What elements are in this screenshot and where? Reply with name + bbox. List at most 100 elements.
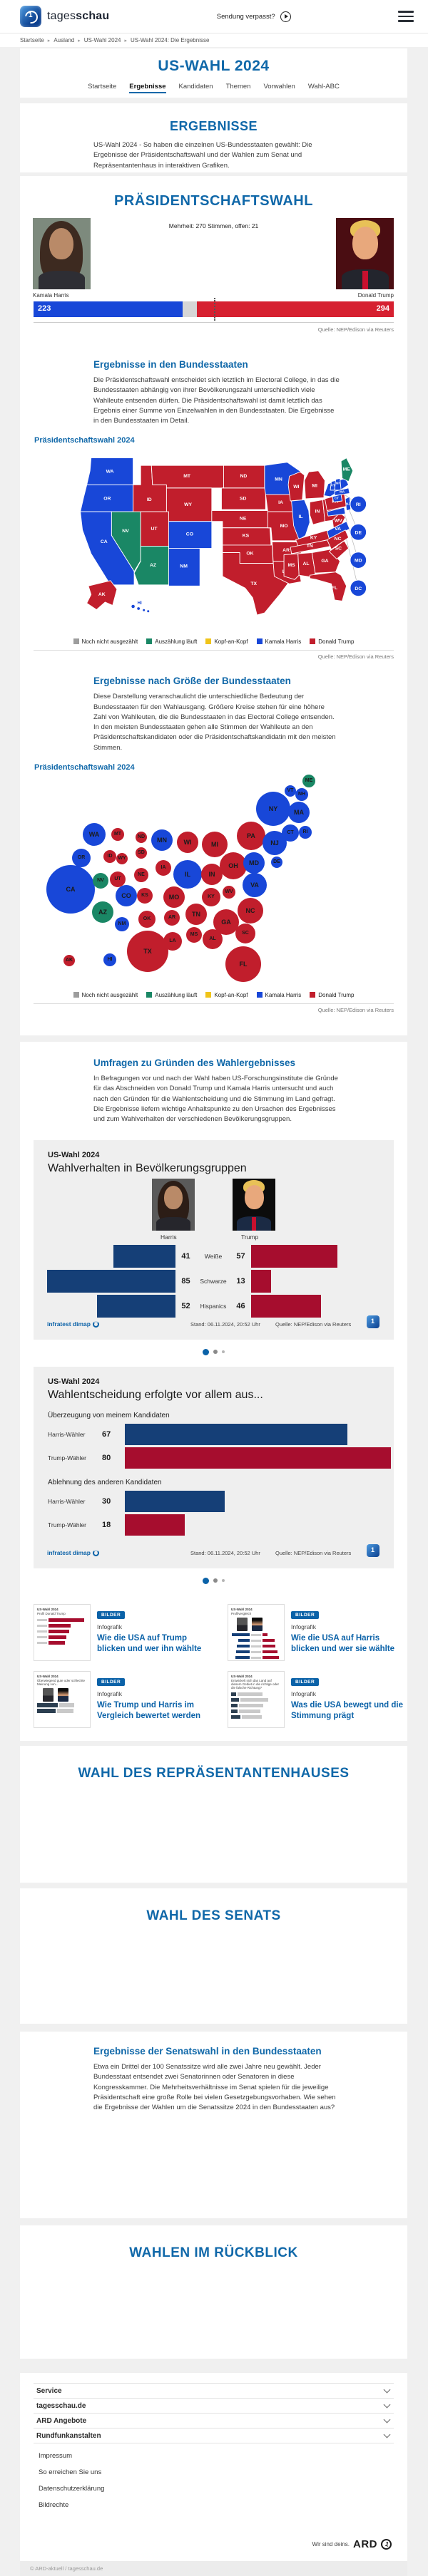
carousel-dot[interactable] [222,1350,225,1354]
bubble-OK[interactable]: OK [138,910,156,928]
footer-accordion-rundfunkanstalten[interactable]: Rundfunkanstalten [34,2428,394,2443]
teaser-headline[interactable]: Was die USA bewegt und die Stimmung präg… [291,1701,403,1721]
bubble-AL[interactable]: AL [203,929,223,949]
state-SC[interactable] [329,540,350,560]
bubble-MO[interactable]: MO [163,886,185,908]
state-AZ[interactable] [133,546,169,586]
footer-accordion-tagesschaude[interactable]: tagesschau.de [34,2399,394,2414]
tab-kandidaten[interactable]: Kandidaten [178,83,213,90]
state-CO[interactable] [168,521,213,549]
bubble-VA[interactable]: VA [243,872,267,897]
teaser-headline[interactable]: Wie Trump und Harris im Vergleich bewert… [97,1701,201,1721]
state-TX[interactable] [222,552,290,616]
bubble-ME[interactable]: ME [302,774,315,787]
bubble-IL[interactable]: IL [173,859,202,889]
state-IL[interactable] [291,500,310,541]
bubble-VT[interactable]: VT [285,785,296,797]
tab-startseite[interactable]: Startseite [88,83,117,90]
footer-link-datenschutzerklrung[interactable]: Datenschutzerklärung [39,2485,105,2493]
breadcrumb-item[interactable]: Startseite [20,37,44,43]
bubble-OH[interactable]: OH [220,852,247,879]
state-HI[interactable] [147,610,150,613]
state-MA[interactable] [334,487,350,497]
state-MD[interactable] [327,507,346,517]
bubble-RI[interactable]: RI [299,825,312,839]
teaser-card[interactable]: US-Wahl 2024 Überwiegend gute oder schlec… [34,1671,213,1729]
bubble-NE[interactable]: NE [134,867,148,882]
state-FL[interactable] [309,571,347,602]
bubble-ND[interactable]: ND [136,831,147,843]
state-HI[interactable] [131,604,135,609]
hamburger-menu-icon[interactable] [398,11,414,22]
bubble-NY[interactable]: NY [256,791,290,826]
bubble-PA[interactable]: PA [237,821,265,850]
state-SD[interactable] [220,487,266,510]
bubble-KY[interactable]: KY [202,887,220,906]
state-MI[interactable] [304,470,325,500]
carousel-dot-active[interactable] [203,1348,209,1355]
bubble-IN[interactable]: IN [201,863,223,885]
tab-wahl-abc[interactable]: Wahl-ABC [307,83,340,90]
teaser-headline[interactable]: Wie die USA auf Harris blicken und wer s… [291,1634,395,1654]
footer-link-soerreichensieuns[interactable]: So erreichen Sie uns [39,2468,102,2476]
breadcrumb-item[interactable]: Ausland [54,37,75,43]
bubble-LA[interactable]: LA [163,931,182,951]
carousel-dot[interactable] [213,1350,218,1355]
teaser-card[interactable]: US-Wahl 2024 Profilvergleich BILDER Infogra… [228,1604,407,1662]
footer-accordion-ardangebote[interactable]: ARD Angebote [34,2414,394,2428]
carousel-dot[interactable] [213,1578,218,1583]
bubble-AZ[interactable]: AZ [92,901,113,923]
bubble-UT[interactable]: UT [110,871,126,887]
teaser-headline[interactable]: Wie die USA auf Trump blicken und wer ih… [97,1634,202,1654]
bubble-NM[interactable]: NM [115,916,129,931]
tab-ergebnisse[interactable]: Ergebnisse [129,83,166,93]
footer-accordion-service[interactable]: Service [34,2384,394,2399]
bubble-DE[interactable]: DE [271,856,282,868]
bubble-MD[interactable]: MD [243,852,265,874]
carousel-dot-active[interactable] [203,1577,209,1584]
bubble-MS[interactable]: MS [186,926,202,943]
bubble-CA[interactable]: CA [46,864,95,914]
bubble-MI[interactable]: MI [202,831,228,857]
footer-link-bildrechte[interactable]: Bildrechte [39,2501,69,2509]
carousel-dot[interactable] [222,1579,225,1583]
bubble-NC[interactable]: NC [238,897,263,924]
state-DC[interactable] [350,579,367,597]
us-bubble-cartogram[interactable]: CA TX FL NY IL PA OH GA NC MI NJ VA WA AZ IN TN MA CO MN MO… [20,772,407,988]
bubble-HI[interactable]: HI [103,953,116,966]
bubble-SD[interactable]: SD [136,847,147,859]
breadcrumb-item[interactable]: US-Wahl 2024 [83,37,121,43]
state-IN[interactable] [309,500,325,525]
state-HI[interactable] [137,607,141,611]
bubble-TX[interactable]: TX [127,930,168,972]
bubble-WY[interactable]: WY [116,852,128,864]
state-RI[interactable] [350,495,367,513]
state-NM[interactable] [168,548,200,587]
bubble-WA[interactable]: WA [83,822,106,846]
bubble-MA[interactable]: MA [288,801,310,823]
missed-show-link[interactable]: Sendung verpasst? [109,11,398,22]
bubble-FL[interactable]: FL [225,946,261,982]
state-AK[interactable] [86,580,118,611]
bubble-ID[interactable]: ID [103,849,116,863]
state-NJ[interactable] [345,496,352,512]
state-VA[interactable] [327,521,350,539]
bubble-SC[interactable]: SC [235,923,255,943]
bubble-CO[interactable]: CO [116,884,137,906]
teaser-card[interactable]: US-Wahl 2024 Profil Donald Trump BILDER Inf… [34,1604,213,1662]
state-DE[interactable] [350,524,367,541]
state-NC[interactable] [327,529,350,550]
state-CT[interactable] [332,494,343,503]
electoral-vote-bar[interactable]: 223 294 [34,301,394,317]
us-choropleth-map[interactable]: WA OR CA NV ID MT WY UT CO AZ NM ND SD NE KS OK TX MN IA MO… [58,450,369,634]
bubble-IA[interactable]: IA [156,859,171,876]
bubble-WV[interactable]: WV [223,885,235,899]
bubble-AK[interactable]: AK [63,954,75,966]
state-HI[interactable] [143,609,146,612]
bubble-AR[interactable]: AR [164,909,180,926]
bubble-CT[interactable]: CT [282,824,299,842]
teaser-card[interactable]: US-Wahl 2024 Entwickelt sich das Land auf… [228,1671,407,1729]
tagesschau-logo[interactable]: tagesschau [20,6,109,27]
state-MD[interactable] [350,552,367,569]
bubble-MT[interactable]: MT [111,827,124,841]
